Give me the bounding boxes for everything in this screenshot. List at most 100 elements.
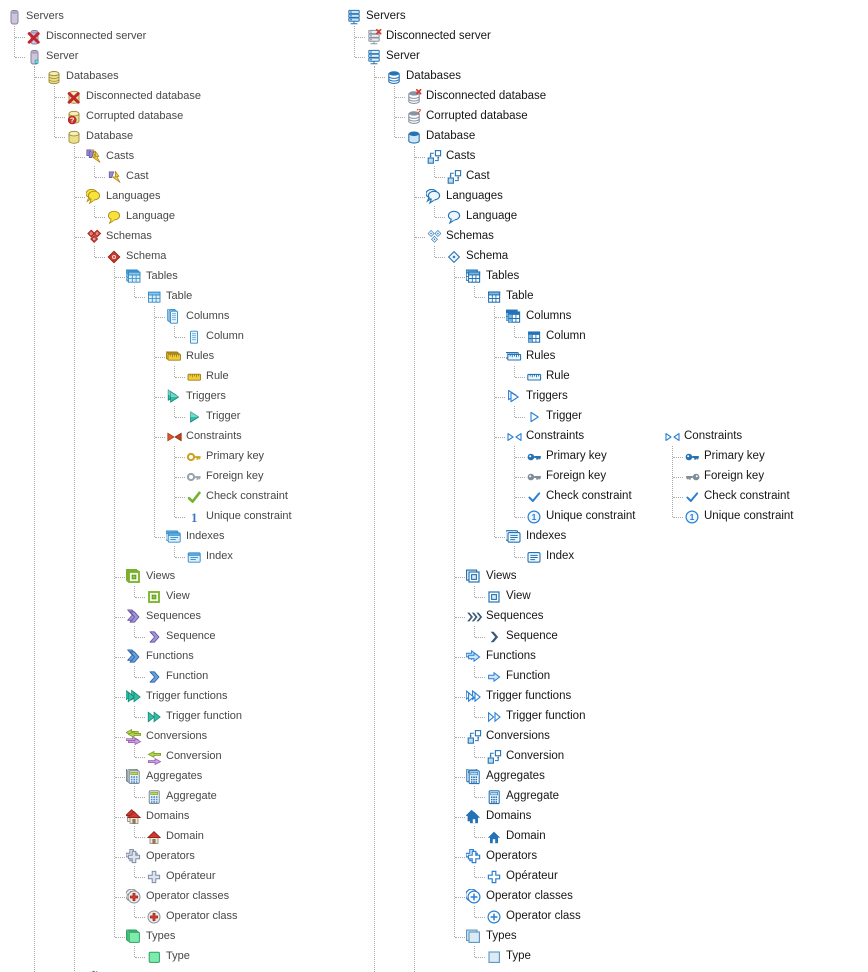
tree-item-trigger[interactable]: Trigger [546,410,582,422]
operator-class-icon[interactable] [146,909,163,926]
tree-item-operateur[interactable]: Opérateur [506,870,558,882]
tree-item-function[interactable]: Function [506,670,551,682]
tree-item-unique-constraint[interactable]: Unique constraint [704,510,794,522]
servers-icon[interactable] [346,9,363,26]
constraints-icon[interactable] [664,429,681,446]
tree-item-disconnected-server[interactable]: Disconnected server [46,30,147,42]
operator-icon[interactable] [486,869,503,886]
tree-item-views[interactable]: Views [146,570,176,582]
tree-item-table[interactable]: Table [166,290,193,302]
database-disconnected-icon[interactable] [406,89,423,106]
tree-item-operator-classes[interactable]: Operator classes [146,890,230,902]
tree-item-trigger-functions[interactable]: Trigger functions [486,690,572,702]
tree-item-rules[interactable]: Rules [526,350,556,362]
tree-item-server[interactable]: Server [46,50,79,62]
tree-item-functions[interactable]: Functions [146,650,194,662]
tree-item-sequences[interactable]: Sequences [486,610,544,622]
functions-icon[interactable] [466,649,483,666]
tree-item-foreign-key[interactable]: Foreign key [206,470,264,482]
tree-item-rule[interactable]: Rule [206,370,229,382]
tree-item-view[interactable]: View [166,590,190,602]
tree-item-disconnected-database[interactable]: Disconnected database [86,90,201,102]
tree-item-domains[interactable]: Domains [146,810,190,822]
aggregates-icon[interactable] [466,769,483,786]
tree-item-domain[interactable]: Domain [166,830,204,842]
operators-icon[interactable] [126,849,143,866]
views-icon[interactable] [466,569,483,586]
tree-item-constraints[interactable]: Constraints [684,430,743,442]
cast-icon[interactable] [446,169,463,186]
triggers-icon[interactable] [506,389,523,406]
tree-item-casts[interactable]: Casts [446,150,476,162]
conversions-icon[interactable] [126,729,143,746]
operator-classes-icon[interactable] [466,889,483,906]
columns-icon[interactable] [166,309,183,326]
view-icon[interactable] [146,589,163,606]
tree-item-primary-key[interactable]: Primary key [704,450,765,462]
tree-item-trigger-function[interactable]: Trigger function [506,710,586,722]
tree-item-trigger[interactable]: Trigger [206,410,241,422]
column-icon[interactable] [526,329,543,346]
type-icon[interactable] [486,949,503,966]
tree-item-check-constraint[interactable]: Check constraint [206,490,288,502]
tree-item-database[interactable]: Database [426,130,476,142]
key-primary-icon[interactable] [526,449,543,466]
databases-icon[interactable] [386,69,403,86]
tree-item-types[interactable]: Types [486,930,517,942]
database-icon[interactable] [406,129,423,146]
check-icon[interactable] [684,489,701,506]
sequences-icon[interactable] [126,609,143,626]
tree-item-triggers[interactable]: Triggers [526,390,568,402]
key-foreign-flip-icon[interactable] [684,469,701,486]
rule-icon[interactable] [186,369,203,386]
triggers-icon[interactable] [166,389,183,406]
casts-icon[interactable] [426,149,443,166]
indexes-icon[interactable] [166,529,183,546]
column-icon[interactable] [186,329,203,346]
tree-item-aggregate[interactable]: Aggregate [506,790,560,802]
columns-icon[interactable] [506,309,523,326]
functions-icon[interactable] [126,649,143,666]
tree-item-corrupted-database[interactable]: Corrupted database [426,110,528,122]
casts-icon[interactable] [86,149,103,166]
tree-item-databases[interactable]: Databases [406,70,461,82]
tree-item-language[interactable]: Language [466,210,518,222]
tree-item-indexes[interactable]: Indexes [186,530,225,542]
tree-item-triggers[interactable]: Triggers [186,390,226,402]
tree-item-types[interactable]: Types [146,930,176,942]
tree-item-operateur[interactable]: Opérateur [166,870,216,882]
tree-item-operators[interactable]: Operators [146,850,195,862]
tree-item-functions[interactable]: Functions [486,650,536,662]
database-icon[interactable] [66,129,83,146]
tree-item-columns[interactable]: Columns [526,310,572,322]
tree-item-primary-key[interactable]: Primary key [546,450,607,462]
rules-icon[interactable] [506,349,523,366]
tree-item-index[interactable]: Index [546,550,575,562]
function-icon[interactable] [486,669,503,686]
tree-item-schema[interactable]: Schema [466,250,509,262]
index-icon[interactable] [526,549,543,566]
server-disconnected-icon[interactable] [26,29,43,46]
servers-icon[interactable] [6,9,23,26]
conversions-icon[interactable] [466,729,483,746]
tree-item-tables[interactable]: Tables [146,270,178,282]
tree-item-constraints[interactable]: Constraints [526,430,585,442]
tree-item-unique-constraint[interactable]: Unique constraint [206,510,292,522]
conversion-icon[interactable] [486,749,503,766]
check-icon[interactable] [186,489,203,506]
tree-item-aggregates[interactable]: Aggregates [146,770,203,782]
index-icon[interactable] [186,549,203,566]
tree-item-aggregate[interactable]: Aggregate [166,790,217,802]
tree-item-operators[interactable]: Operators [486,850,538,862]
database-corrupted-icon[interactable]: ? [406,109,423,126]
tree-item-disconnected-server[interactable]: Disconnected server [386,30,491,42]
rule-icon[interactable] [526,369,543,386]
tree-item-constraints[interactable]: Constraints [186,430,242,442]
table-icon[interactable] [146,289,163,306]
indexes-icon[interactable] [506,529,523,546]
rules-icon[interactable] [166,349,183,366]
types-icon[interactable] [126,929,143,946]
tree-item-tables[interactable]: Tables [486,270,520,282]
schemas-icon[interactable] [86,229,103,246]
tree-item-schemas[interactable]: Schemas [106,230,152,242]
